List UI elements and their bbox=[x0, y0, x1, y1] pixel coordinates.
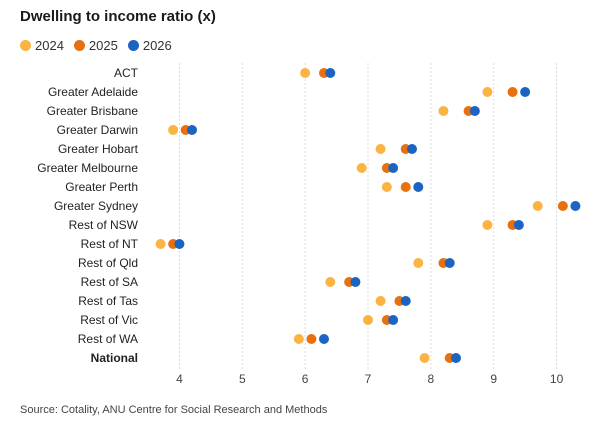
category-label-greater-brisbane: Greater Brisbane bbox=[47, 104, 139, 118]
legend-swatch-2026 bbox=[127, 39, 139, 51]
category-label-rest-of-nsw: Rest of NSW bbox=[69, 218, 139, 232]
dot-2026-rest-of-vic bbox=[388, 315, 399, 325]
dot-2024-greater-brisbane bbox=[438, 106, 449, 116]
dot-2026-rest-of-nt bbox=[174, 239, 185, 249]
dot-2025-greater-sydney bbox=[557, 201, 568, 211]
dot-2026-rest-of-sa bbox=[350, 277, 361, 287]
legend-item-2025: 2025 bbox=[73, 37, 118, 53]
category-label-rest-of-sa: Rest of SA bbox=[81, 275, 138, 289]
dot-2026-rest-of-tas bbox=[400, 296, 411, 306]
category-label-greater-hobart: Greater Hobart bbox=[58, 142, 139, 156]
category-label-act: ACT bbox=[114, 66, 139, 80]
category-label-rest-of-wa: Rest of WA bbox=[78, 332, 138, 346]
legend-label-2025: 2025 bbox=[88, 37, 118, 53]
dot-2024-rest-of-nsw bbox=[482, 220, 493, 230]
dot-2025-greater-adelaide bbox=[507, 87, 518, 97]
category-label-greater-adelaide: Greater Adelaide bbox=[48, 85, 138, 99]
dot-2025-rest-of-wa bbox=[306, 334, 317, 344]
x-tick-label-4: 4 bbox=[176, 372, 183, 386]
category-label-greater-melbourne: Greater Melbourne bbox=[37, 161, 138, 175]
dot-2024-greater-sydney bbox=[532, 201, 543, 211]
dot-2024-greater-melbourne bbox=[356, 163, 367, 173]
dot-2024-national bbox=[419, 353, 430, 363]
dot-2024-rest-of-sa bbox=[325, 277, 336, 287]
dot-2024-rest-of-nt bbox=[155, 239, 166, 249]
x-tick-label-7: 7 bbox=[365, 372, 372, 386]
category-label-greater-darwin: Greater Darwin bbox=[57, 123, 138, 137]
x-tick-label-8: 8 bbox=[428, 372, 435, 386]
dot-2026-rest-of-wa bbox=[319, 334, 329, 344]
dot-2024-rest-of-vic bbox=[363, 315, 373, 325]
dot-2024-greater-darwin bbox=[168, 125, 179, 135]
dot-2026-national bbox=[451, 353, 461, 363]
dot-2024-greater-adelaide bbox=[482, 87, 493, 97]
dot-2026-rest-of-qld bbox=[444, 258, 455, 268]
dot-2026-rest-of-nsw bbox=[513, 220, 524, 230]
dot-2026-greater-perth bbox=[413, 182, 424, 192]
dot-2026-greater-melbourne bbox=[388, 163, 399, 173]
dot-2024-act bbox=[300, 68, 311, 78]
legend-label-2024: 2024 bbox=[35, 37, 64, 53]
legend-label-2026: 2026 bbox=[142, 37, 172, 53]
category-label-rest-of-tas: Rest of Tas bbox=[78, 294, 138, 308]
category-label-rest-of-qld: Rest of Qld bbox=[78, 256, 138, 270]
x-tick-label-10: 10 bbox=[550, 372, 564, 386]
dot-2026-greater-hobart bbox=[407, 144, 417, 154]
dot-2026-greater-adelaide bbox=[520, 87, 531, 97]
legend-item-2024: 2024 bbox=[20, 38, 64, 53]
source-note: Source: Cotality, ANU Centre for Social … bbox=[20, 404, 328, 416]
dot-2026-greater-brisbane bbox=[469, 106, 480, 116]
dot-2024-rest-of-wa bbox=[293, 334, 304, 344]
dot-2026-greater-darwin bbox=[187, 125, 197, 135]
dot-2024-greater-perth bbox=[381, 182, 392, 192]
chart-legend: 2024 2025 2026 bbox=[20, 36, 172, 54]
x-tick-label-6: 6 bbox=[302, 372, 309, 386]
category-label-greater-perth: Greater Perth bbox=[65, 180, 138, 194]
dot-2024-rest-of-tas bbox=[375, 296, 386, 306]
chart-title: Dwelling to income ratio (x) bbox=[20, 8, 216, 25]
legend-swatch-2024 bbox=[20, 39, 31, 51]
legend-swatch-2025 bbox=[73, 39, 85, 51]
category-label-rest-of-vic: Rest of Vic bbox=[80, 313, 138, 327]
dot-2024-rest-of-qld bbox=[413, 258, 424, 268]
category-label-national: National bbox=[91, 351, 138, 365]
category-label-greater-sydney: Greater Sydney bbox=[54, 199, 138, 213]
dot-2025-greater-perth bbox=[400, 182, 411, 192]
category-label-rest-of-nt: Rest of NT bbox=[81, 237, 139, 251]
x-tick-label-9: 9 bbox=[490, 372, 497, 386]
x-tick-label-5: 5 bbox=[239, 372, 246, 386]
dot-2026-act bbox=[325, 68, 336, 78]
dot-2026-greater-sydney bbox=[570, 201, 581, 211]
legend-item-2026: 2026 bbox=[127, 37, 172, 53]
dot-2024-greater-hobart bbox=[375, 144, 386, 154]
